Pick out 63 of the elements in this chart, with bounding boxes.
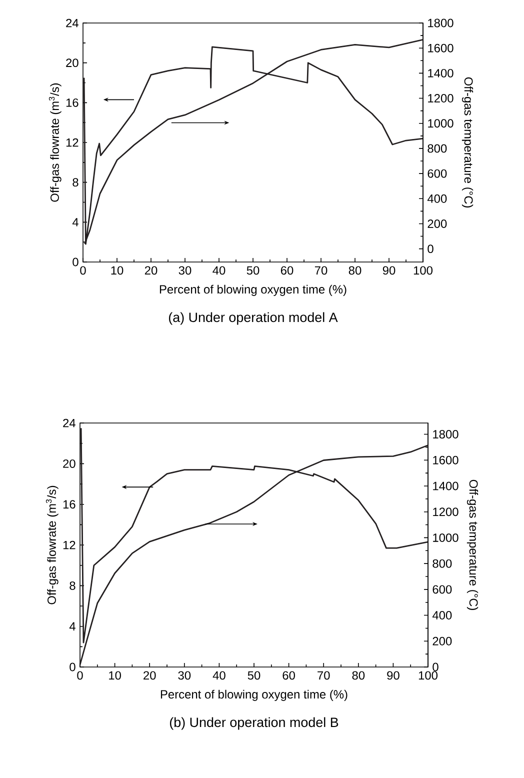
y2-axis-title: Off-gas temperature (°C) bbox=[466, 480, 478, 610]
y-tick-label: 4 bbox=[69, 622, 76, 630]
x-tick-label: 100 bbox=[418, 671, 438, 680]
y-tick-label: 8 bbox=[70, 581, 76, 590]
x-tick-label: 0 bbox=[80, 266, 86, 275]
y2-tick-label: 1000 bbox=[433, 533, 458, 542]
x-tick-label: 50 bbox=[246, 266, 260, 275]
x-axis-title: Percent of blowing oxygen time (%) bbox=[160, 690, 348, 701]
y2-tick-label: 600 bbox=[432, 585, 452, 594]
y2-tick-label: 0 bbox=[432, 662, 438, 672]
x-tick-label: 80 bbox=[348, 266, 362, 275]
x-tick-label: 90 bbox=[382, 266, 396, 275]
x-axis-title: Percent of blowing oxygen time (%) bbox=[160, 284, 346, 296]
y-tick-label: 8 bbox=[72, 178, 78, 187]
y-axis-title: Off-gas flowrate (m$^{3}$/s) bbox=[48, 83, 62, 202]
x-tick-label: 60 bbox=[282, 671, 295, 680]
y2-tick-label: 400 bbox=[427, 194, 447, 203]
x-tick-label: 70 bbox=[318, 671, 330, 680]
y2-tick-label: 1600 bbox=[428, 44, 454, 52]
y2-tick-label: 0 bbox=[428, 244, 434, 254]
y-tick-label: 16 bbox=[63, 500, 76, 509]
x-tick-label: 70 bbox=[314, 266, 328, 275]
y-tick-label: 24 bbox=[63, 418, 76, 428]
x-tick-label: 60 bbox=[280, 266, 294, 275]
y2-tick-label: 1000 bbox=[428, 119, 454, 128]
x-tick-label: 30 bbox=[178, 266, 192, 275]
y-tick-label: 4 bbox=[72, 218, 78, 226]
x-tick-label: 10 bbox=[111, 266, 124, 275]
y2-tick-label: 400 bbox=[432, 611, 452, 620]
y2-tick-label: 1800 bbox=[428, 18, 454, 28]
y2-tick-label: 1600 bbox=[433, 456, 458, 464]
y-tick-label: 24 bbox=[66, 18, 78, 28]
y2-tick-label: 800 bbox=[428, 144, 447, 153]
x-tick-label: 40 bbox=[212, 266, 226, 275]
x-tick-label: 30 bbox=[178, 671, 191, 680]
y-tick-label: 16 bbox=[66, 98, 78, 107]
y2-tick-label: 1200 bbox=[433, 508, 458, 516]
y-tick-label: 20 bbox=[66, 58, 78, 68]
y2-tick-label: 1200 bbox=[428, 94, 454, 102]
y2-tick-label: 1800 bbox=[433, 430, 458, 438]
y2-tick-label: 600 bbox=[428, 169, 447, 178]
x-tick-label: 90 bbox=[387, 671, 400, 680]
y-axis-title: Off-gas flowrate (m$^{3}$/s) bbox=[46, 486, 58, 604]
y-tick-label: 12 bbox=[63, 540, 76, 550]
y2-tick-label: 1400 bbox=[433, 482, 458, 490]
y-tick-label: 0 bbox=[70, 662, 76, 672]
x-tick-label: 50 bbox=[248, 671, 260, 680]
x-tick-label: 20 bbox=[144, 671, 156, 680]
y2-tick-label: 800 bbox=[432, 559, 452, 568]
text: (a) Under operation model A bbox=[168, 312, 338, 325]
y-tick-label: 0 bbox=[72, 258, 78, 266]
x-tick-label: 100 bbox=[414, 266, 433, 275]
y2-tick-label: 200 bbox=[428, 220, 447, 228]
y2-axis-title: Off-gas temperature (°C) bbox=[462, 77, 474, 208]
x-tick-label: 80 bbox=[352, 671, 365, 680]
y-tick-label: 12 bbox=[66, 138, 78, 147]
x-tick-label: 10 bbox=[109, 671, 121, 680]
x-tick-label: 20 bbox=[144, 266, 158, 275]
y-tick-label: 20 bbox=[63, 459, 76, 468]
x-tick-label: 40 bbox=[212, 671, 226, 680]
text: (b) Under operation model B bbox=[170, 717, 338, 730]
y2-tick-label: 200 bbox=[432, 636, 452, 646]
y2-tick-label: 1400 bbox=[428, 68, 454, 78]
